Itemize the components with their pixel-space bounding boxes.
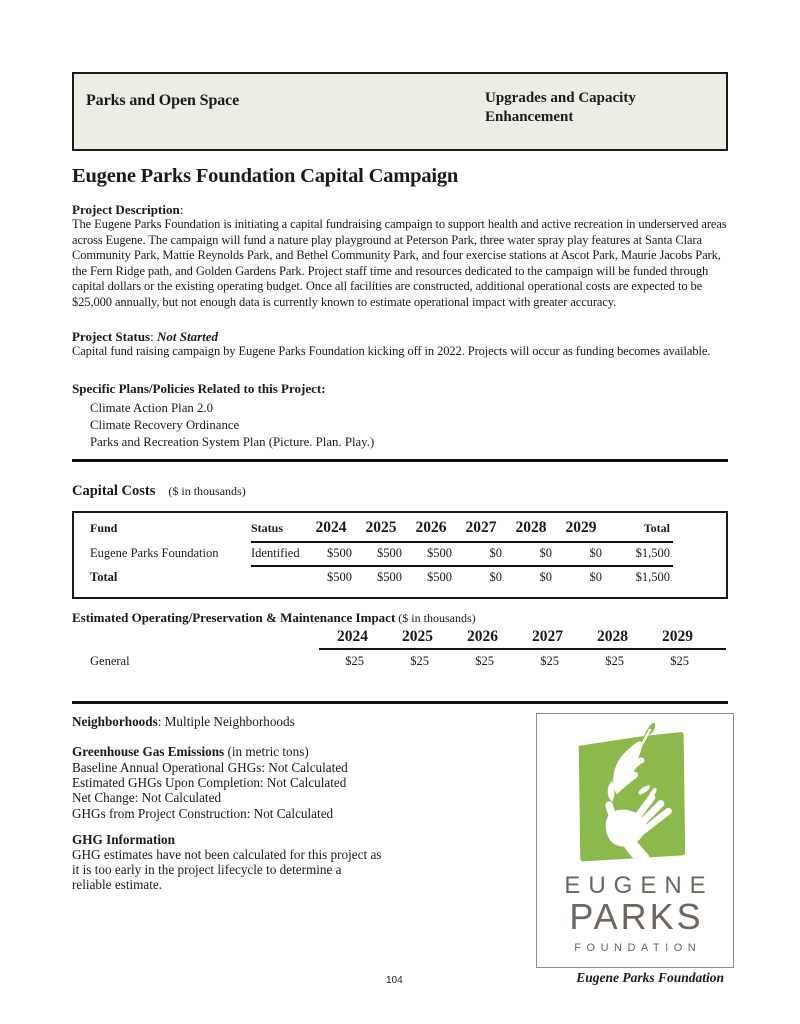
- operating-impact-heading: Estimated Operating/Preservation & Maint…: [72, 610, 476, 626]
- value-cell: $0: [589, 570, 603, 584]
- value-cell: $0: [539, 546, 553, 560]
- value-cell: $25: [410, 654, 429, 668]
- column-header-total: Total: [643, 521, 670, 535]
- ghg-emissions-heading: Greenhouse Gas Emissions (in metric tons…: [72, 744, 309, 760]
- plans-policies-list: Climate Action Plan 2.0 Climate Recovery…: [90, 400, 374, 451]
- row-label: General: [90, 654, 130, 668]
- list-item: Climate Recovery Ordinance: [90, 418, 240, 432]
- capital-costs-heading: Capital Costs ($ in thousands): [72, 483, 246, 500]
- project-status-label: Project Status: [72, 329, 151, 344]
- column-header-year: 2024: [337, 628, 368, 645]
- total-cell: $1,500: [635, 570, 670, 584]
- project-status-value: Not Started: [156, 329, 219, 344]
- table-row: General $25 $25 $25 $25 $25 $25: [72, 654, 728, 669]
- ghg-line: Net Change: Not Calculated: [72, 790, 222, 806]
- operating-impact-table: 2024 2025 2026 2027 2028 2029 General $2…: [72, 628, 728, 669]
- value-cell: $500: [427, 546, 452, 560]
- ghg-line: Baseline Annual Operational GHGs: Not Ca…: [72, 760, 348, 775]
- page-header-banner: Parks and Open Space Upgrades and Capaci…: [72, 72, 728, 151]
- value-cell: $0: [489, 546, 503, 560]
- capital-costs-title: Capital Costs: [72, 483, 156, 499]
- ghg-unit-note: (in metric tons): [224, 744, 309, 759]
- value-cell: $0: [589, 546, 603, 560]
- category-title: Upgrades and Capacity Enhancement: [485, 90, 636, 125]
- list-item: Parks and Recreation System Plan (Pictur…: [90, 435, 375, 449]
- operating-impact-title: Estimated Operating/Preservation & Maint…: [72, 610, 396, 625]
- neighborhoods-value: : Multiple Neighborhoods: [157, 714, 295, 729]
- ghg-emissions-title: Greenhouse Gas Emissions: [72, 744, 225, 759]
- value-cell: $500: [427, 570, 452, 584]
- table-rule: [251, 565, 673, 567]
- neighborhoods-line: Neighborhoods: Multiple Neighborhoods: [72, 714, 295, 730]
- table-row: Eugene Parks Foundation Identified $500 …: [74, 546, 726, 561]
- column-header-fund: Fund: [90, 521, 118, 535]
- status-colon: :: [150, 329, 157, 344]
- column-header-year: 2026: [415, 519, 447, 536]
- value-cell: $25: [605, 654, 624, 668]
- value-cell: $0: [539, 570, 553, 584]
- page-number: 104: [386, 975, 403, 986]
- project-status-line: Project Status: Not Started: [72, 329, 218, 345]
- logo-word-foundation: FOUNDATION: [574, 942, 702, 954]
- ghg-emissions-lines: Baseline Annual Operational GHGs: Not Ca…: [72, 760, 348, 821]
- column-header-year: 2027: [532, 628, 563, 645]
- plans-policies-label: Specific Plans/Policies Related to this …: [72, 381, 326, 396]
- capital-costs-unit-note: ($ in thousands): [168, 484, 246, 498]
- value-cell: $500: [377, 570, 402, 584]
- table-rule: [319, 648, 726, 650]
- total-cell: $1,500: [635, 546, 670, 560]
- value-cell: $500: [327, 570, 352, 584]
- column-header-year: 2029: [565, 519, 597, 536]
- ghg-line: Estimated GHGs Upon Completion: Not Calc…: [72, 775, 347, 791]
- column-header-year: 2024: [315, 519, 347, 536]
- value-cell: $25: [475, 654, 494, 668]
- neighborhoods-label: Neighborhoods: [72, 714, 158, 729]
- horizontal-divider: [72, 459, 728, 462]
- operating-impact-unit-note: ($ in thousands): [395, 611, 476, 625]
- column-header-year: 2025: [402, 628, 433, 645]
- table-header-row: Fund Status 2024 2025 2026 2027 2028 202…: [74, 519, 726, 537]
- column-header-year: 2025: [365, 519, 397, 536]
- section-title: Parks and Open Space: [86, 92, 240, 109]
- column-header-status: Status: [251, 521, 284, 535]
- table-rule: [251, 541, 673, 543]
- footer-publisher: Eugene Parks Foundation: [576, 970, 724, 985]
- project-description-label: Project Description:: [72, 202, 183, 218]
- table-header-row: 2024 2025 2026 2027 2028 2029: [72, 628, 728, 646]
- ghg-information-text: GHG estimates have not been calculated f…: [72, 847, 382, 893]
- fund-cell: Eugene Parks Foundation: [90, 546, 219, 560]
- value-cell: $500: [377, 546, 402, 560]
- label-colon: :: [179, 202, 184, 217]
- column-header-year: 2028: [515, 519, 547, 536]
- logo-word-eugene: EUGENE: [564, 872, 714, 899]
- value-cell: $0: [489, 570, 503, 584]
- column-header-year: 2028: [597, 628, 628, 645]
- total-row-label: Total: [90, 570, 118, 584]
- ghg-information-title: GHG Information: [72, 832, 175, 847]
- list-item: Climate Action Plan 2.0: [90, 401, 213, 415]
- project-description-text: The Eugene Parks Foundation is initiatin…: [72, 217, 727, 309]
- value-cell: $25: [345, 654, 364, 668]
- value-cell: $500: [327, 546, 352, 560]
- logo-word-parks: PARKS: [569, 896, 704, 937]
- project-status-text: Capital fund raising campaign by Eugene …: [72, 344, 711, 358]
- project-title: Eugene Parks Foundation Capital Campaign: [72, 165, 459, 187]
- hand-leaf-logo-icon: [578, 722, 686, 866]
- capital-costs-table: Fund Status 2024 2025 2026 2027 2028 202…: [72, 511, 728, 599]
- column-header-year: 2029: [662, 628, 693, 645]
- eugene-parks-foundation-logo: EUGENE PARKS FOUNDATION: [536, 713, 734, 968]
- project-description-label-text: Project Description: [72, 202, 180, 217]
- horizontal-divider: [72, 701, 728, 704]
- value-cell: $25: [670, 654, 689, 668]
- ghg-line: GHGs from Project Construction: Not Calc…: [72, 805, 334, 821]
- value-cell: $25: [540, 654, 559, 668]
- column-header-year: 2026: [467, 628, 498, 645]
- column-header-year: 2027: [465, 519, 497, 536]
- table-total-row: Total $500 $500 $500 $0 $0 $0 $1,500: [74, 570, 726, 585]
- status-cell: Identified: [251, 546, 300, 560]
